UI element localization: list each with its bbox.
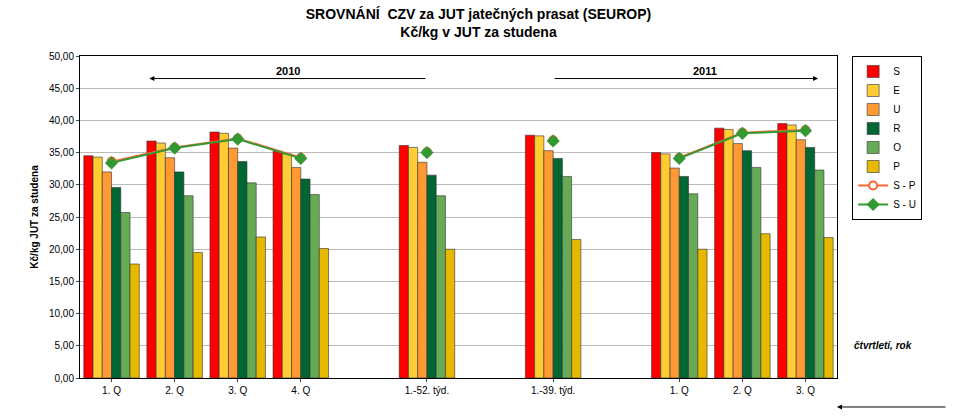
svg-text:R: R (893, 123, 900, 134)
svg-text:2010: 2010 (276, 65, 300, 77)
svg-text:3. Q: 3. Q (796, 385, 815, 396)
svg-text:E: E (893, 85, 900, 96)
svg-text:30,00: 30,00 (49, 179, 74, 190)
svg-text:1.-52. týd.: 1.-52. týd. (405, 385, 449, 396)
svg-text:2. Q: 2. Q (733, 385, 752, 396)
svg-text:S - U: S - U (893, 199, 916, 210)
svg-text:35,00: 35,00 (49, 147, 74, 158)
svg-text:S: S (893, 66, 900, 77)
svg-text:1.-39. týd.: 1.-39. týd. (531, 385, 575, 396)
svg-text:Kč/kg JUT za studena: Kč/kg JUT za studena (29, 165, 40, 269)
svg-text:50,00: 50,00 (49, 51, 74, 62)
svg-text:O: O (893, 142, 901, 153)
svg-text:25,00: 25,00 (49, 212, 74, 223)
svg-text:40,00: 40,00 (49, 115, 74, 126)
svg-text:2011: 2011 (693, 65, 717, 77)
svg-text:0,00: 0,00 (55, 373, 75, 384)
svg-text:15,00: 15,00 (49, 276, 74, 287)
svg-text:3. Q: 3. Q (228, 385, 247, 396)
svg-text:1. Q: 1. Q (670, 385, 689, 396)
svg-text:1. Q: 1. Q (102, 385, 121, 396)
svg-text:2. Q: 2. Q (165, 385, 184, 396)
svg-text:P: P (893, 161, 900, 172)
svg-text:10,00: 10,00 (49, 308, 74, 319)
svg-text:45,00: 45,00 (49, 83, 74, 94)
svg-text:4. Q: 4. Q (291, 385, 310, 396)
svg-text:U: U (893, 104, 900, 115)
svg-text:20,00: 20,00 (49, 244, 74, 255)
svg-text:S - P: S - P (893, 180, 916, 191)
svg-text:SROVNÁNÍ CZV za JUT jatečných: SROVNÁNÍ CZV za JUT jatečných prasat (SE… (306, 6, 651, 40)
svg-text:čtvrtletí, rok: čtvrtletí, rok (854, 340, 912, 351)
svg-text:5,00: 5,00 (55, 340, 75, 351)
